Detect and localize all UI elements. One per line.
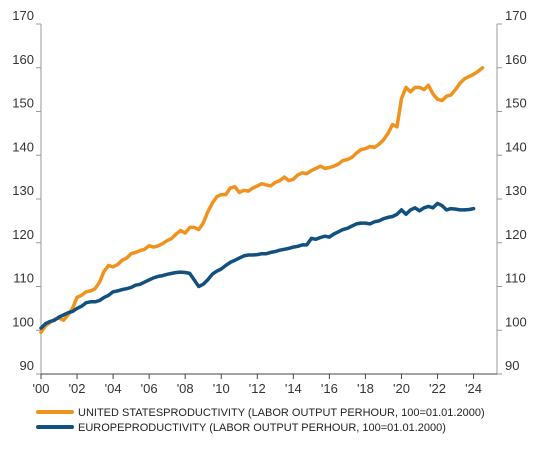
us-productivity-line: [39, 66, 485, 335]
x-tick-label: '06: [141, 381, 158, 396]
right-y-tick-label: 160: [505, 52, 527, 67]
right-y-tick-label: 170: [505, 8, 527, 23]
left-y-tick-label: 90: [20, 358, 34, 373]
x-tick-label: '10: [213, 381, 230, 396]
x-tick-label: '18: [357, 381, 374, 396]
x-tick-label: '14: [285, 381, 302, 396]
left-y-tick-label: 140: [12, 139, 34, 154]
left-y-tick-label: 130: [12, 183, 34, 198]
legend-label-us: UNITED STATESPRODUCTIVITY (LABOR OUTPUT …: [78, 407, 485, 419]
right-y-tick-label: 140: [505, 139, 527, 154]
axes: [40, 24, 498, 375]
x-tick-label: '02: [69, 381, 86, 396]
series-lines: [39, 66, 485, 335]
x-tick-label: '08: [177, 381, 194, 396]
x-tick-label: '20: [393, 381, 410, 396]
left-y-tick-label: 170: [12, 8, 34, 23]
left-y-tick-label: 110: [13, 271, 34, 286]
right-y-tick-label: 120: [505, 227, 527, 242]
x-tick-label: '00: [33, 381, 50, 396]
x-tick-label: '12: [249, 381, 266, 396]
left-y-tick-label: 100: [12, 314, 34, 329]
left-y-tick-label: 120: [12, 227, 34, 242]
right-y-tick-label: 90: [505, 358, 519, 373]
legend: UNITED STATESPRODUCTIVITY (LABOR OUTPUT …: [36, 407, 485, 434]
x-tick-label: '24: [465, 381, 482, 396]
left-y-tick-label: 150: [12, 96, 34, 111]
right-y-tick-label: 100: [505, 314, 527, 329]
x-tick-label: '22: [429, 381, 446, 396]
x-tick-label: '04: [105, 381, 122, 396]
axis-ticks: 90 90 100 100 110 110 120 120 130 130 140 140 150 150…: [12, 8, 526, 396]
right-y-tick-label: 150: [505, 96, 527, 111]
left-y-tick-label: 160: [12, 52, 34, 67]
right-y-tick-label: 130: [505, 183, 527, 198]
europe-productivity-line: [39, 201, 476, 330]
legend-label-europe: EUROPEPRODUCTIVITY (LABOR OUTPUT PERHOUR…: [78, 422, 446, 434]
x-tick-label: '16: [321, 381, 338, 396]
right-y-tick-label: 110: [505, 271, 526, 286]
